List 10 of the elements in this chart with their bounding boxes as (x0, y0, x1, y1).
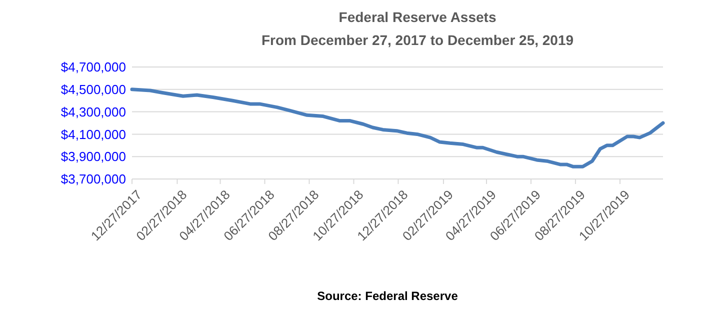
y-tick-label: $4,700,000 (60, 60, 126, 75)
y-tick-label: $3,900,000 (60, 149, 126, 164)
chart-subtitle: From December 27, 2017 to December 25, 2019 (261, 32, 574, 48)
y-tick-label: $4,500,000 (60, 82, 126, 97)
y-tick-label: $4,100,000 (60, 126, 126, 142)
y-tick-label: $4,300,000 (60, 104, 126, 120)
line-series (130, 88, 665, 168)
source-note: Source: Federal Reserve (317, 289, 458, 303)
y-tick-label: $3,700,000 (60, 172, 126, 187)
chart-title: Federal Reserve Assets (338, 9, 496, 25)
